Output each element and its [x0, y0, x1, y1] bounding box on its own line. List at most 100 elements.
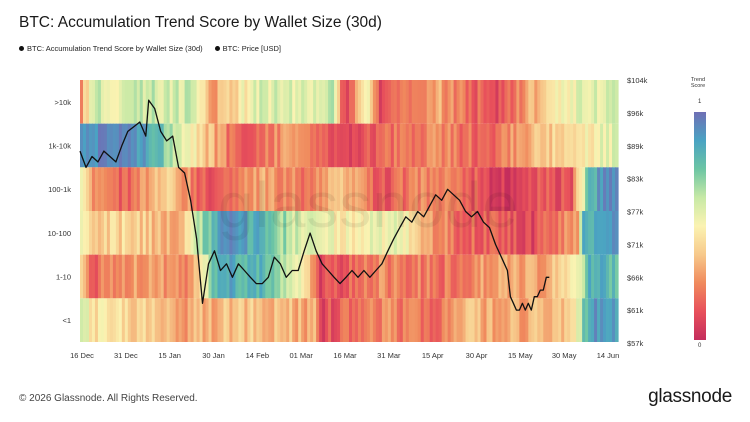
heatmap-cell [94, 123, 99, 168]
heatmap-cell [145, 80, 150, 124]
heatmap-cell [462, 167, 467, 211]
heatmap-cell [612, 80, 616, 124]
heatmap-cell [363, 80, 368, 124]
heatmap-cell [298, 167, 302, 211]
heatmap-cell [450, 123, 455, 168]
heatmap-cell [115, 298, 120, 342]
heatmap-cell [351, 80, 356, 124]
heatmap-cell [582, 123, 586, 168]
heatmap-cell [360, 123, 365, 168]
heatmap-cell [615, 254, 619, 299]
price-tick-label: $61k [627, 306, 644, 315]
heatmap-cell [151, 254, 156, 299]
glassnode-logo[interactable]: glassnode [648, 386, 732, 407]
heatmap-cell [106, 167, 111, 211]
heatmap-cell [588, 254, 592, 299]
heatmap-cell [337, 80, 341, 124]
heatmap-cell [396, 167, 401, 211]
heatmap-cell [349, 123, 353, 168]
heatmap-cell [549, 254, 553, 299]
heatmap-cell [441, 254, 446, 299]
heatmap-cell [343, 254, 347, 299]
heatmap-cell [525, 254, 529, 299]
heatmap-cell [600, 167, 604, 211]
heatmap-cell [609, 123, 613, 168]
heatmap-cell [600, 123, 604, 168]
heatmap-cell [540, 123, 544, 168]
heatmap-cell [507, 123, 511, 168]
heatmap-cell [259, 167, 263, 211]
heatmap-cell [85, 167, 90, 211]
heatmap-cell [271, 211, 275, 255]
heatmap-cell [393, 211, 398, 255]
heatmap-cell [492, 167, 497, 211]
heatmap-cell [316, 298, 320, 342]
heatmap-cell [301, 80, 305, 124]
heatmap-cell [399, 298, 404, 342]
heatmap-cell [223, 254, 228, 299]
heatmap-cell [343, 123, 347, 168]
heatmap-cell [178, 123, 183, 168]
legend: BTC: Accumulation Trend Score by Wallet … [19, 44, 281, 53]
heatmap-cell [486, 123, 491, 168]
heatmap-cell [343, 298, 347, 342]
heatmap-cell [268, 123, 272, 168]
heatmap-cell [253, 298, 257, 342]
heatmap-cell [501, 298, 506, 342]
heatmap-cell [151, 123, 156, 168]
heatmap-cell [244, 80, 248, 124]
heatmap-cell [516, 211, 520, 255]
heatmap-cell [597, 298, 601, 342]
heatmap-cell [253, 167, 257, 211]
heatmap-cell [205, 80, 210, 124]
legend-item-price[interactable]: BTC: Price [USD] [214, 44, 281, 53]
heatmap-cell [525, 167, 529, 211]
heatmap-cell [331, 167, 335, 211]
price-tick-label: $77k [627, 208, 644, 217]
legend-item-trend-score[interactable]: BTC: Accumulation Trend Score by Wallet … [19, 44, 203, 53]
heatmap-cell [417, 211, 422, 255]
heatmap-cell [169, 254, 174, 299]
heatmap-cell [124, 80, 129, 124]
heatmap-cell [528, 167, 532, 211]
heatmap-cell [447, 254, 452, 299]
heatmap-cell [349, 80, 353, 124]
heatmap-cell [444, 254, 449, 299]
heatmap-cell [498, 298, 503, 342]
heatmap-cell [265, 211, 269, 255]
heatmap-cell [597, 167, 601, 211]
heatmap-cell [112, 254, 117, 299]
heatmap-cell [564, 123, 568, 168]
legend-dot-icon [19, 46, 24, 51]
heatmap-cell [202, 211, 207, 255]
heatmap-cell [417, 254, 422, 299]
heatmap-cell [91, 298, 96, 342]
heatmap-cell [561, 298, 565, 342]
heatmap-cell [331, 211, 335, 255]
heatmap-cell [519, 211, 523, 255]
heatmap-cell [283, 211, 287, 255]
heatmap-cell [301, 298, 305, 342]
heatmap-cell [118, 123, 123, 168]
heatmap-cell [528, 80, 532, 124]
heatmap-cell [477, 80, 482, 124]
heatmap-cell [498, 211, 503, 255]
heatmap-cell [211, 167, 216, 211]
heatmap-cell [346, 298, 350, 342]
heatmap-cell [534, 123, 538, 168]
heatmap-cell [585, 167, 589, 211]
heatmap-cell [202, 167, 207, 211]
heatmap-cell [310, 254, 314, 299]
heatmap-cell [570, 80, 574, 124]
heatmap-cell [555, 123, 559, 168]
legend-dot-icon [214, 46, 220, 51]
heatmap-cell [369, 254, 374, 299]
heatmap-cell [486, 80, 491, 124]
heatmap-cell [94, 298, 99, 342]
heatmap-cell [289, 211, 293, 255]
heatmap-cell [507, 80, 511, 124]
heatmap-cell [459, 254, 464, 299]
heatmap-cell [489, 80, 494, 124]
heatmap-cell [187, 123, 192, 168]
